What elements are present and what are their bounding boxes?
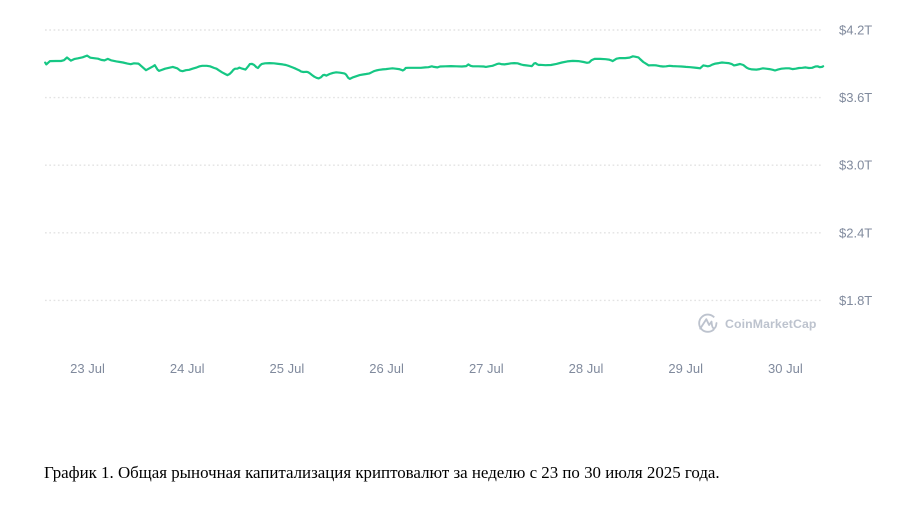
svg-text:23 Jul: 23 Jul xyxy=(70,361,105,376)
svg-text:30 Jul: 30 Jul xyxy=(768,361,803,376)
svg-text:CoinMarketCap: CoinMarketCap xyxy=(725,317,817,331)
svg-text:$4.2T: $4.2T xyxy=(839,23,872,38)
svg-text:27 Jul: 27 Jul xyxy=(469,361,504,376)
svg-text:29 Jul: 29 Jul xyxy=(668,361,703,376)
svg-text:26 Jul: 26 Jul xyxy=(369,361,404,376)
svg-text:28 Jul: 28 Jul xyxy=(569,361,604,376)
svg-text:$3.0T: $3.0T xyxy=(839,158,872,173)
svg-text:$3.6T: $3.6T xyxy=(839,90,872,105)
svg-text:$2.4T: $2.4T xyxy=(839,225,872,240)
svg-text:24 Jul: 24 Jul xyxy=(170,361,205,376)
svg-text:25 Jul: 25 Jul xyxy=(270,361,305,376)
svg-text:$1.8T: $1.8T xyxy=(839,293,872,308)
